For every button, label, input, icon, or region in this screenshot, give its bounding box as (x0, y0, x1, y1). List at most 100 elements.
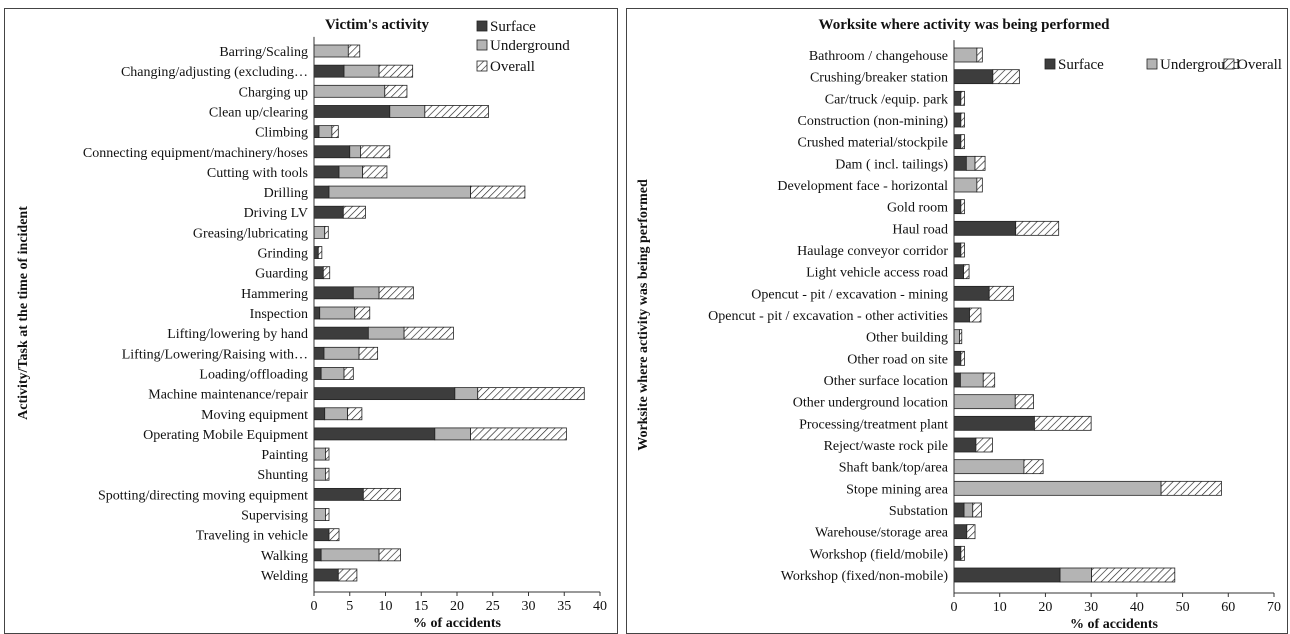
category-label: Stope mining area (846, 482, 949, 497)
legend-swatch-surface (1044, 58, 1056, 70)
bar-segment-surface (953, 567, 1061, 583)
bar-segment-overall (325, 467, 330, 481)
bar-segment-overall (470, 185, 526, 199)
x-tick-label: 5 (346, 599, 353, 614)
category-label: Lifting/Lowering/Raising with… (122, 347, 308, 362)
category-label: Dam ( incl. tailings) (835, 157, 948, 172)
bar-segment-surface (313, 548, 322, 562)
category-label: Walking (261, 549, 308, 564)
bar-segment-overall (969, 307, 982, 323)
bar-segment-overall (358, 346, 379, 360)
bar-segment-surface (953, 502, 965, 518)
category-label: Machine maintenance/repair (148, 388, 308, 403)
bar-segment-surface (313, 64, 345, 78)
bar-segment-surface (953, 69, 994, 85)
x-tick-label: 70 (1267, 600, 1281, 615)
category-label: Other building (866, 331, 948, 346)
category-label: Light vehicle access road (806, 266, 948, 281)
category-label: Crushed material/stockpile (798, 136, 948, 151)
bar-segment-surface (313, 367, 322, 380)
bar-segment-surface (313, 387, 456, 401)
bar-segment-underground (953, 394, 1016, 410)
category-label: Hammering (241, 287, 308, 302)
bar-segment-surface (953, 112, 962, 128)
bar-segment-surface (953, 242, 962, 258)
category-label: Moving equipment (201, 408, 308, 423)
bar-segment-underground (1059, 567, 1092, 583)
bar-segment-overall (378, 548, 401, 562)
bar-segment-overall (325, 447, 330, 461)
bar-segment-overall (337, 568, 358, 582)
bar-segment-overall (347, 44, 361, 58)
x-axis-label: % of accidents (1070, 617, 1158, 632)
bar-segment-underground (953, 480, 1162, 496)
bar-segment-overall (960, 112, 965, 128)
legend-label-surface: Surface (490, 19, 536, 35)
legend-label-overall: Overall (490, 59, 535, 75)
bar-segment-surface (313, 407, 326, 421)
bar-segment-underground (313, 225, 326, 239)
x-tick-label: 50 (1176, 600, 1190, 615)
category-label: Workshop (fixed/non-mobile) (781, 569, 949, 584)
category-label: Painting (261, 448, 308, 463)
bar-segment-underground (323, 346, 360, 360)
bar-segment-underground (953, 47, 978, 63)
worksite-chart-panel: Worksite where activity was being perfor… (626, 8, 1288, 634)
bar-segment-overall (960, 242, 965, 258)
category-label: Substation (889, 504, 948, 519)
bar-segment-overall (960, 199, 965, 215)
bar-segment-overall (317, 246, 323, 259)
bar-segment-underground (319, 306, 356, 320)
bar-segment-surface (313, 145, 351, 159)
category-label: Construction (non-mining) (798, 114, 949, 129)
category-label: Connecting equipment/machinery/hoses (83, 146, 308, 161)
bar-segment-overall (992, 69, 1020, 85)
bar-segment-underground (313, 447, 326, 461)
bar-segment-surface (953, 372, 961, 388)
bar-segment-surface (313, 568, 339, 582)
category-label: Guarding (255, 267, 308, 282)
bar-segment-surface (953, 134, 962, 150)
legend-swatch-surface (476, 20, 488, 32)
category-label: Other underground location (793, 396, 948, 411)
bar-segment-overall (328, 528, 340, 542)
x-tick-label: 60 (1221, 600, 1235, 615)
bar-segment-surface (953, 437, 977, 453)
bar-segment-underground (367, 326, 405, 340)
bar-segment-surface (953, 220, 1017, 236)
bar-segment-overall (470, 427, 567, 441)
bar-segment-overall (960, 134, 965, 150)
category-label: Charging up (239, 85, 308, 100)
bar-segment-overall (424, 105, 489, 118)
category-label: Traveling in vehicle (196, 529, 308, 544)
bar-segment-surface (313, 165, 340, 179)
bar-segment-surface (953, 155, 967, 171)
x-tick-label: 20 (1038, 600, 1052, 615)
category-label: Drilling (264, 186, 308, 201)
legend-label-underground: Underground (490, 38, 570, 54)
bar-segment-overall (362, 165, 388, 179)
bar-segment-surface (313, 346, 325, 360)
x-tick-label: 0 (311, 599, 318, 614)
x-tick-label: 25 (486, 599, 500, 614)
bar-segment-underground (454, 387, 479, 401)
bar-segment-surface (313, 185, 330, 199)
bar-segment-surface (313, 427, 436, 441)
category-label: Clean up/clearing (209, 105, 308, 120)
worksite-chart-svg: Worksite where activity was being perfor… (636, 17, 1282, 632)
bar-segment-underground (313, 508, 326, 521)
bar-segment-overall (972, 502, 982, 518)
x-tick-label: 15 (414, 599, 428, 614)
bar-segment-underground (324, 407, 349, 421)
y-axis-label: Activity/Task at the time of incident (16, 206, 31, 420)
x-tick-label: 30 (522, 599, 536, 614)
bar-segment-underground (352, 286, 380, 300)
bar-segment-surface (313, 205, 344, 219)
bar-segment-surface (953, 545, 962, 561)
category-label: Haulage conveyor corridor (797, 244, 948, 259)
bar-segment-overall (342, 205, 366, 219)
bar-segment-overall (959, 329, 963, 345)
bar-segment-surface (313, 528, 330, 542)
category-label: Processing/treatment plant (799, 417, 948, 432)
